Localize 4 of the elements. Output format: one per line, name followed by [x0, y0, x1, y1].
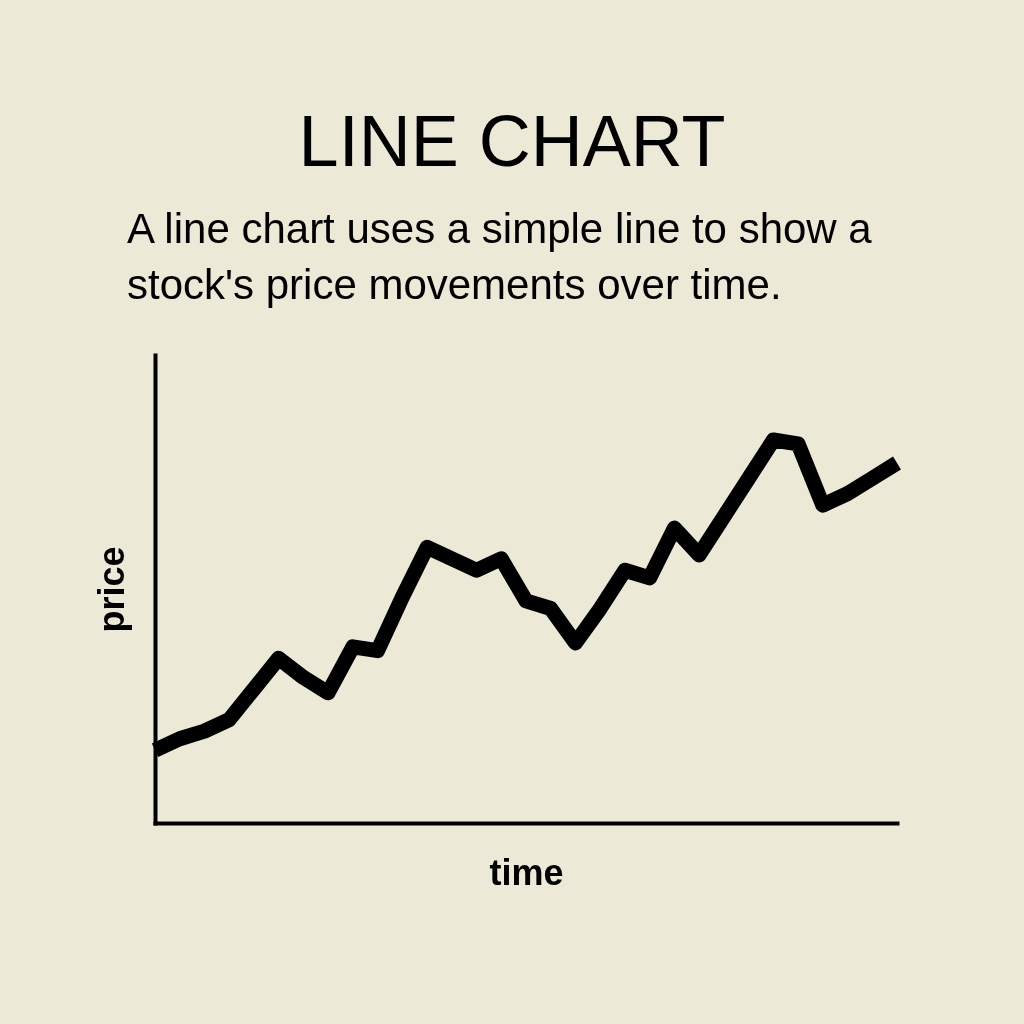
- x-axis-title: time: [489, 851, 564, 893]
- y-axis-title: price: [90, 546, 132, 633]
- chart-subtitle: A line chart uses a simple line to show a stock's price movements over time.: [127, 204, 873, 310]
- chart-title: LINE CHART: [297, 101, 727, 181]
